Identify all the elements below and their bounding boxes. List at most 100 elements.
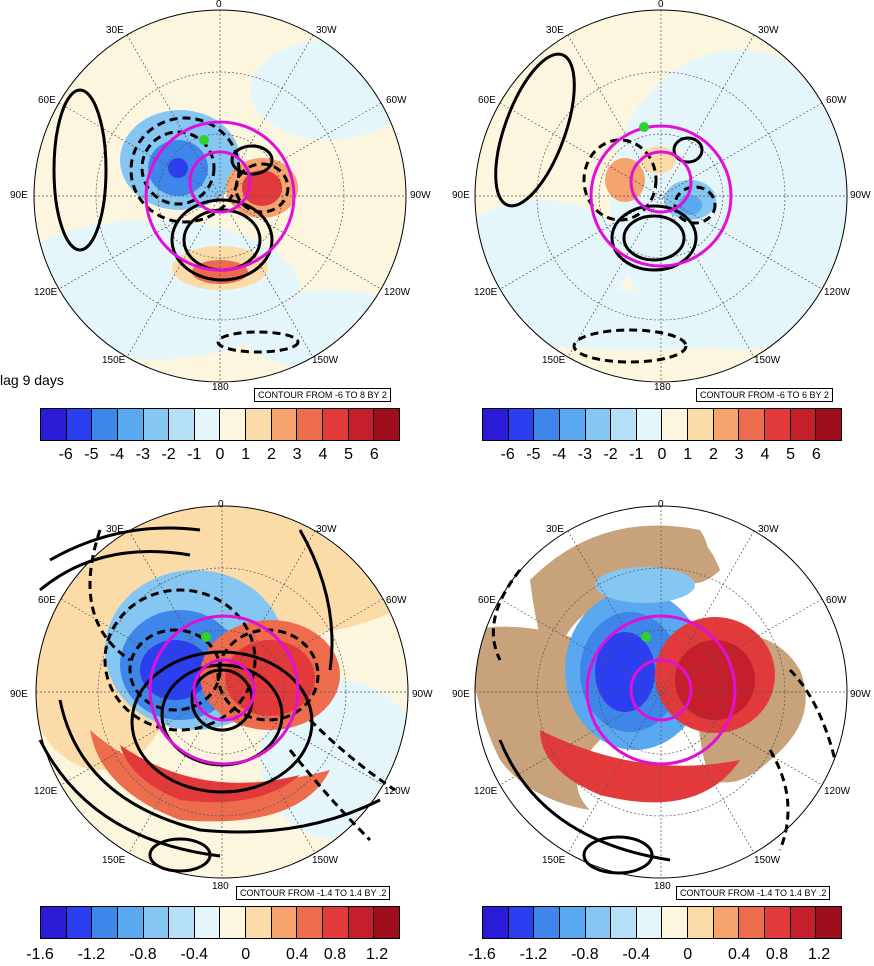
lon-label-0: 0: [658, 499, 664, 510]
lon-label-90w: 90W: [410, 190, 431, 201]
colorbar-tick: -1.2: [77, 946, 106, 963]
colorbar-tick: -4: [551, 446, 567, 463]
colorbar-swatch: [297, 907, 324, 938]
colorbar-ticks: -1.6 -1.2 -0.8 -0.4 0 0.4 0.8 1.2: [468, 946, 842, 966]
lon-label-90w: 90W: [850, 689, 871, 700]
colorbar-swatch: [688, 907, 714, 938]
lon-label-90e: 90E: [452, 689, 470, 700]
polar-map: [35, 505, 409, 879]
lon-label-120e: 120E: [34, 287, 58, 298]
lon-label-90w: 90W: [412, 689, 433, 700]
lon-label-0: 0: [216, 0, 222, 10]
lon-label-150e: 150E: [542, 355, 566, 366]
contour-info-box: CONTOUR FROM -6 TO 6 BY 2: [696, 388, 833, 402]
colorbar-swatch: [816, 409, 841, 440]
colorbar-swatch: [41, 907, 67, 938]
lon-label-60w: 60W: [386, 595, 407, 606]
colorbar-tick: 4: [318, 446, 328, 463]
marker-point: [199, 135, 209, 145]
colorbar-swatch: [559, 907, 586, 938]
colorbar-swatch: [246, 907, 272, 938]
colorbar-swatch: [585, 907, 612, 938]
colorbar-swatch: [41, 409, 67, 440]
colorbar-tick: -3: [135, 446, 151, 463]
colorbar-swatch: [688, 409, 714, 440]
colorbar-swatch: [66, 409, 93, 440]
lon-label-90e: 90E: [452, 190, 470, 201]
colorbar-swatch: [790, 907, 817, 938]
lon-label-120w: 120W: [824, 287, 851, 298]
colorbar-swatch: [297, 409, 324, 440]
lon-label-180: 180: [212, 382, 229, 393]
colorbar-tick: 0.4: [285, 946, 309, 963]
colorbar-swatch: [662, 409, 689, 440]
colorbar-swatch: [348, 907, 375, 938]
colorbar-tick: 0: [241, 946, 251, 963]
lon-label-30w: 30W: [316, 25, 337, 36]
lon-label-120e: 120E: [34, 786, 58, 797]
lon-label-150e: 150E: [542, 855, 566, 866]
lag-label: lag 9 days: [0, 372, 64, 388]
colorbar-swatch: [117, 907, 144, 938]
colorbar: [482, 408, 842, 441]
colorbar-swatch: [508, 409, 535, 440]
lon-label-150w: 150W: [312, 855, 339, 866]
colorbar-tick: -0.8: [571, 946, 599, 963]
lon-label-0: 0: [218, 499, 224, 510]
colorbar-ticks: -1.6 -1.2 -0.8 -0.4 0 0.4 0.8 1.2: [26, 946, 400, 966]
colorbar-tick: 5: [786, 446, 796, 463]
colorbar-tick: 0.4: [727, 946, 751, 963]
colorbar-swatch: [483, 409, 509, 440]
contour-info-box: CONTOUR FROM -6 TO 8 BY 2: [254, 388, 391, 402]
colorbar-tick: 0: [215, 446, 225, 463]
colorbar-swatch: [585, 409, 612, 440]
colorbar-swatch: [169, 409, 195, 440]
colorbar-tick: 2: [266, 446, 276, 463]
panel-top-left: 0 30E 30W 60E 60W 90E 90W 120E 120W 150E…: [0, 0, 440, 480]
colorbar-tick: 3: [292, 446, 302, 463]
colorbar-swatch: [348, 409, 375, 440]
marker-point: [639, 122, 649, 132]
colorbar-swatch: [92, 409, 118, 440]
lon-label-60e: 60E: [478, 595, 496, 606]
colorbar-tick: -2: [161, 446, 176, 463]
colorbar-swatch: [739, 907, 766, 938]
colorbar-ticks: -6 -5 -4 -3 -2 -1 0 1 2 3 4 5 6: [482, 446, 842, 466]
lon-label-120e: 120E: [474, 287, 498, 298]
lon-label-150w: 150W: [754, 355, 781, 366]
colorbar-swatch: [374, 409, 399, 440]
lon-label-60w: 60W: [826, 95, 847, 106]
colorbar-swatch: [611, 409, 637, 440]
colorbar-tick: -3: [577, 446, 593, 463]
colorbar-swatch: [713, 907, 740, 938]
colorbar-tick: 1: [241, 446, 251, 463]
colorbar-swatch: [220, 409, 247, 440]
lon-label-150e: 150E: [102, 855, 126, 866]
colorbar-swatch: [92, 907, 118, 938]
colorbar-swatch: [143, 409, 170, 440]
lon-label-90e: 90E: [10, 190, 28, 201]
panel-bottom-left: 0 30E 30W 60E 60W 90E 90W 120E 120W 150E…: [0, 500, 440, 964]
colorbar-tick: 0: [683, 946, 693, 963]
lon-label-30w: 30W: [758, 25, 779, 36]
colorbar-swatch: [534, 409, 560, 440]
panel-top-right: 0 30E 30W 60E 60W 90E 90W 120E 120W 150E…: [440, 0, 874, 480]
lon-label-180: 180: [654, 881, 671, 892]
colorbar-tick: -1.6: [468, 946, 496, 963]
colorbar-swatch: [662, 907, 689, 938]
lon-label-180: 180: [654, 382, 671, 393]
colorbar-swatch: [143, 907, 170, 938]
colorbar-tick: 5: [344, 446, 354, 463]
lon-label-150w: 150W: [754, 855, 781, 866]
lon-label-120w: 120W: [384, 786, 411, 797]
marker-point: [641, 632, 651, 642]
lon-label-150w: 150W: [312, 355, 339, 366]
lon-label-0: 0: [658, 0, 664, 10]
colorbar: [482, 906, 842, 939]
lon-label-60e: 60E: [38, 95, 56, 106]
lon-label-30e: 30E: [106, 25, 124, 36]
colorbar-swatch: [611, 907, 637, 938]
colorbar-swatch: [790, 409, 817, 440]
colorbar-swatch: [271, 409, 298, 440]
colorbar-tick: -5: [526, 446, 541, 463]
